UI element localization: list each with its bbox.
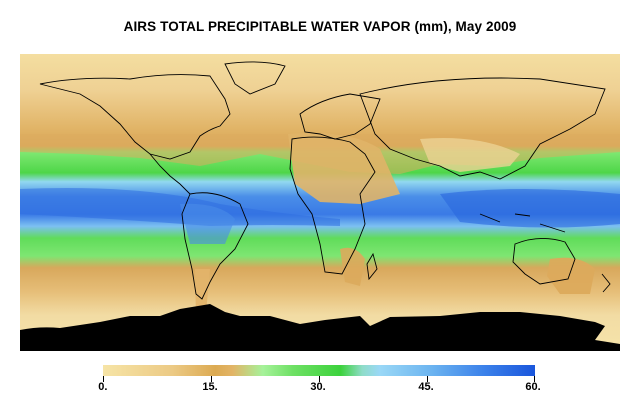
colorbar-label: 45. [418, 381, 434, 393]
colorbar-label: 15. [202, 381, 218, 393]
colorbar-tick-45 [427, 376, 428, 382]
colorbar-tick-60 [534, 376, 535, 382]
colorbar-label: 60. [525, 381, 541, 393]
colorbar-label: 30. [310, 381, 326, 393]
colorbar-tick-15 [211, 376, 212, 382]
water-vapor-map [20, 54, 620, 351]
colorbar [103, 365, 535, 376]
colorbar-tick-0 [103, 376, 104, 382]
colorbar-label: 0. [98, 381, 108, 393]
colorbar-tick-30 [319, 376, 320, 382]
chart-title: AIRS TOTAL PRECIPITABLE WATER VAPOR (mm)… [123, 19, 517, 34]
